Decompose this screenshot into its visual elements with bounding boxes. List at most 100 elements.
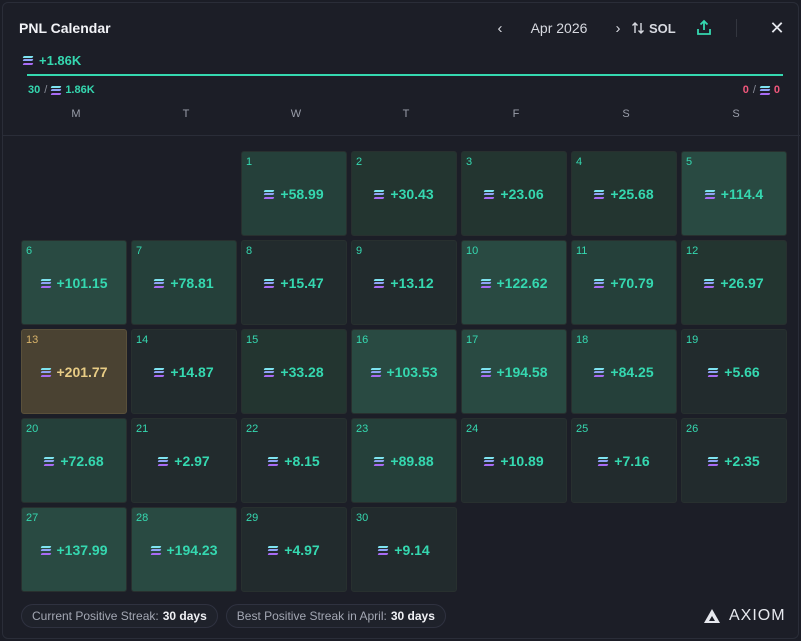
sol-icon xyxy=(153,367,165,377)
calendar-day-cell[interactable]: 20 +72.68 xyxy=(21,418,127,503)
chevron-left-icon[interactable]: ‹ xyxy=(497,19,503,37)
calendar-day-cell[interactable]: 10 +122.62 xyxy=(461,240,567,325)
calendar-day-cell[interactable]: 14 +14.87 xyxy=(131,329,237,414)
calendar-day-cell[interactable]: 24 +10.89 xyxy=(461,418,567,503)
sol-icon xyxy=(373,456,385,466)
day-number: 11 xyxy=(576,245,588,257)
sol-icon xyxy=(157,456,169,466)
day-pnl: +194.23 xyxy=(132,542,236,558)
day-pnl-value: +23.06 xyxy=(500,186,544,202)
header-separator xyxy=(3,135,800,136)
weekday-label: T xyxy=(402,108,410,120)
win-days-count: 30 xyxy=(28,84,41,96)
sol-icon xyxy=(267,545,279,555)
calendar-day-cell[interactable]: 13 +201.77 xyxy=(21,329,127,414)
calendar-day-cell[interactable]: 26 +2.35 xyxy=(681,418,787,503)
calendar-day-cell[interactable]: 8 +15.47 xyxy=(241,240,347,325)
day-pnl-value: +89.88 xyxy=(390,453,434,469)
calendar-day-cell[interactable]: 29 +4.97 xyxy=(241,507,347,592)
calendar-day-cell[interactable]: 5 +114.4 xyxy=(681,151,787,236)
calendar-day-cell[interactable]: 6 +101.15 xyxy=(21,240,127,325)
calendar-day-cell[interactable]: 9 +13.12 xyxy=(351,240,457,325)
calendar-day-cell[interactable]: 19 +5.66 xyxy=(681,329,787,414)
day-number: 23 xyxy=(356,423,369,435)
axiom-triangle-icon xyxy=(704,609,720,623)
calendar-day-cell[interactable]: 7 +78.81 xyxy=(131,240,237,325)
weekday-label: T xyxy=(182,108,190,120)
calendar-day-cell[interactable]: 28 +194.23 xyxy=(131,507,237,592)
day-pnl: +2.35 xyxy=(682,453,786,469)
day-pnl-value: +10.89 xyxy=(500,453,544,469)
day-pnl-value: +84.25 xyxy=(610,364,654,380)
day-pnl-value: +78.81 xyxy=(170,275,214,291)
win-separator: / xyxy=(44,84,48,96)
sol-icon xyxy=(22,55,34,65)
calendar-day-cell[interactable]: 22 +8.15 xyxy=(241,418,347,503)
sol-icon xyxy=(483,456,495,466)
calendar-day-cell[interactable]: 11 +70.79 xyxy=(571,240,677,325)
streak-footer: Current Positive Streak: 30 days Best Po… xyxy=(21,604,446,628)
axiom-logo: AXIOM xyxy=(703,607,786,625)
weekday-label: S xyxy=(622,108,630,120)
day-pnl: +2.97 xyxy=(132,453,236,469)
sol-icon xyxy=(759,85,771,95)
calendar-day-cell[interactable]: 27 +137.99 xyxy=(21,507,127,592)
day-number: 14 xyxy=(136,334,149,346)
calendar-day-cell[interactable]: 1 +58.99 xyxy=(241,151,347,236)
win-bar-fill xyxy=(27,74,783,76)
day-number: 10 xyxy=(466,245,479,257)
day-number: 8 xyxy=(246,245,253,257)
share-icon[interactable] xyxy=(695,19,713,37)
sol-icon xyxy=(480,367,491,377)
day-pnl: +103.53 xyxy=(352,364,456,380)
calendar-day-cell[interactable]: 17 +194.58 xyxy=(461,329,567,414)
currency-toggle-button[interactable]: SOL xyxy=(631,17,676,39)
win-loss-bar xyxy=(27,74,783,76)
day-pnl-value: +194.23 xyxy=(166,542,218,558)
day-pnl-value: +122.62 xyxy=(496,275,548,291)
calendar-day-cell[interactable]: 18 +84.25 xyxy=(571,329,677,414)
day-pnl: +10.89 xyxy=(462,453,566,469)
day-pnl: +122.62 xyxy=(462,275,566,291)
close-icon[interactable]: ✕ xyxy=(769,18,785,38)
day-pnl: +30.43 xyxy=(352,186,456,202)
day-pnl-value: +9.14 xyxy=(394,542,430,558)
calendar-day-cell[interactable]: 21 +2.97 xyxy=(131,418,237,503)
day-pnl-value: +101.15 xyxy=(56,275,108,291)
calendar-day-cell[interactable]: 4 +25.68 xyxy=(571,151,677,236)
day-pnl: +15.47 xyxy=(242,275,346,291)
sort-arrows-icon xyxy=(632,22,644,34)
sol-icon xyxy=(704,189,716,199)
sol-icon xyxy=(263,367,275,377)
chevron-right-icon[interactable]: › xyxy=(615,19,621,37)
day-pnl: +4.97 xyxy=(242,542,346,558)
day-pnl: +84.25 xyxy=(572,364,676,380)
day-pnl: +14.87 xyxy=(132,364,236,380)
day-number: 1 xyxy=(246,156,253,168)
day-pnl: +70.79 xyxy=(572,275,676,291)
calendar-day-cell[interactable]: 2 +30.43 xyxy=(351,151,457,236)
calendar-day-cell[interactable]: 23 +89.88 xyxy=(351,418,457,503)
day-pnl: +7.16 xyxy=(572,453,676,469)
day-pnl: +101.15 xyxy=(22,275,126,291)
day-number: 20 xyxy=(26,423,39,435)
calendar-day-cell[interactable]: 30 +9.14 xyxy=(351,507,457,592)
day-pnl: +26.97 xyxy=(682,275,786,291)
header: PNL Calendar ‹ Apr 2026 › SOL ✕ xyxy=(19,17,785,39)
day-pnl-value: +2.35 xyxy=(724,453,760,469)
calendar-day-cell[interactable]: 15 +33.28 xyxy=(241,329,347,414)
weekday-label: M xyxy=(71,108,81,120)
calendar-day-cell[interactable]: 12 +26.97 xyxy=(681,240,787,325)
sol-icon xyxy=(703,278,715,288)
sol-icon xyxy=(40,545,51,555)
day-number: 21 xyxy=(136,423,149,435)
sol-icon xyxy=(40,367,51,377)
calendar-day-cell[interactable]: 16 +103.53 xyxy=(351,329,457,414)
day-number: 4 xyxy=(576,156,583,168)
calendar-day-cell[interactable]: 3 +23.06 xyxy=(461,151,567,236)
calendar-day-cell[interactable]: 25 +7.16 xyxy=(571,418,677,503)
loss-summary: 0 / 0 xyxy=(743,84,780,96)
day-number: 18 xyxy=(576,334,589,346)
weekday-label: S xyxy=(732,108,740,120)
